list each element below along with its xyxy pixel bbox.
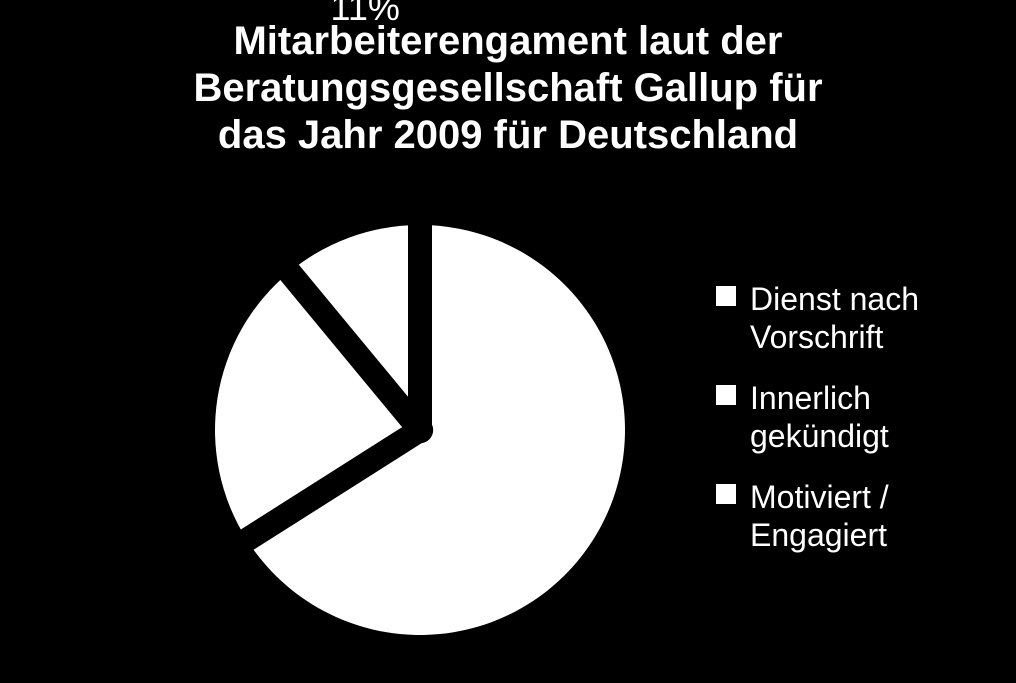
legend-item-dienst: Dienst nach Vorschrift [716, 280, 976, 357]
chart-title: Mitarbeiterengament laut der Beratungsge… [0, 18, 1016, 160]
legend-label: Motiviert / Engagiert [750, 478, 889, 555]
slice-label-motiviert: 11% [331, 0, 400, 29]
legend-label: Dienst nach Vorschrift [750, 280, 919, 357]
legend-swatch [716, 484, 736, 504]
legend: Dienst nach Vorschrift Innerlich gekündig… [716, 280, 976, 576]
legend-item-innerlich: Innerlich gekündigt [716, 379, 976, 456]
legend-swatch [716, 385, 736, 405]
legend-item-motiviert: Motiviert / Engagiert [716, 478, 976, 555]
legend-swatch [716, 286, 736, 306]
legend-label: Innerlich gekündigt [750, 379, 889, 456]
pie-chart: 11% [140, 170, 640, 670]
pie-hub [407, 417, 433, 443]
